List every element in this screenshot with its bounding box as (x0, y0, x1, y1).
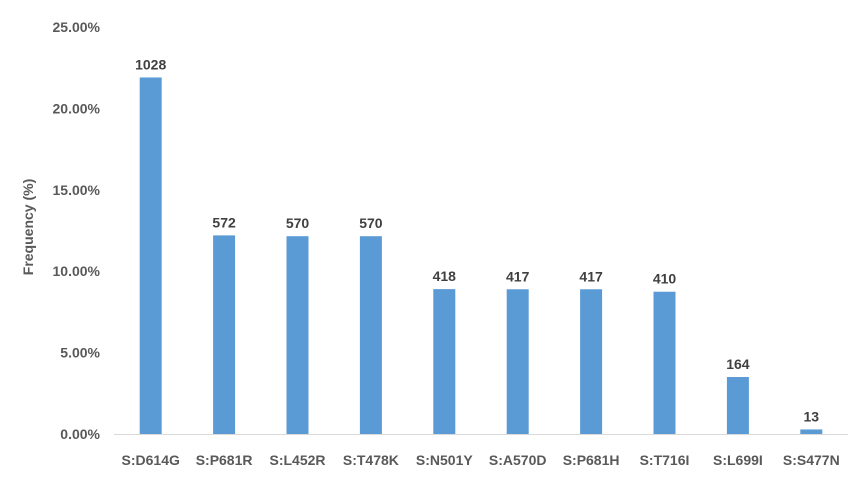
y-axis-title-group: Frequency (%) (20, 179, 36, 275)
x-tick-label: S:T478K (343, 452, 399, 468)
y-axis-ticks: 0.00% 5.00% 10.00% 15.00% 20.00% 25.00% (53, 19, 101, 442)
y-tick-label: 0.00% (60, 426, 100, 442)
y-tick-label: 5.00% (60, 345, 100, 361)
bars (139, 77, 823, 434)
x-tick-label: S:N501Y (416, 452, 473, 468)
data-labels: 1028 572 570 570 418 417 417 410 164 13 (135, 56, 819, 424)
bar (359, 236, 382, 434)
bar (800, 429, 823, 434)
bar (139, 77, 162, 434)
data-label: 13 (804, 408, 820, 424)
x-tick-label: S:A570D (489, 452, 547, 468)
bar (213, 235, 236, 434)
bar (726, 377, 749, 434)
bar (653, 291, 676, 434)
x-tick-label: S:T716I (640, 452, 690, 468)
x-tick-label: S:P681H (563, 452, 620, 468)
data-label: 570 (286, 215, 310, 231)
y-tick-label: 15.00% (53, 182, 101, 198)
bar (580, 289, 603, 434)
data-label: 570 (359, 215, 383, 231)
bar (506, 289, 529, 434)
data-label: 164 (726, 356, 750, 372)
data-label: 417 (579, 268, 603, 284)
data-label: 410 (653, 271, 677, 287)
y-tick-label: 10.00% (53, 263, 101, 279)
y-tick-label: 20.00% (53, 100, 101, 116)
y-tick-label: 25.00% (53, 19, 101, 35)
x-axis-ticks: S:D614G S:P681R S:L452R S:T478K S:N501Y S:A57… (122, 452, 840, 468)
bar (433, 289, 456, 434)
data-label: 417 (506, 268, 530, 284)
data-label: 1028 (135, 56, 166, 72)
x-tick-label: S:P681R (196, 452, 253, 468)
data-label: 418 (433, 268, 457, 284)
x-tick-label: S:L699I (713, 452, 763, 468)
x-tick-label: S:D614G (122, 452, 180, 468)
y-axis-title: Frequency (%) (20, 179, 36, 275)
x-tick-label: S:L452R (269, 452, 325, 468)
bar (286, 236, 309, 434)
data-label: 572 (212, 214, 236, 230)
x-tick-label: S:S477N (783, 452, 840, 468)
